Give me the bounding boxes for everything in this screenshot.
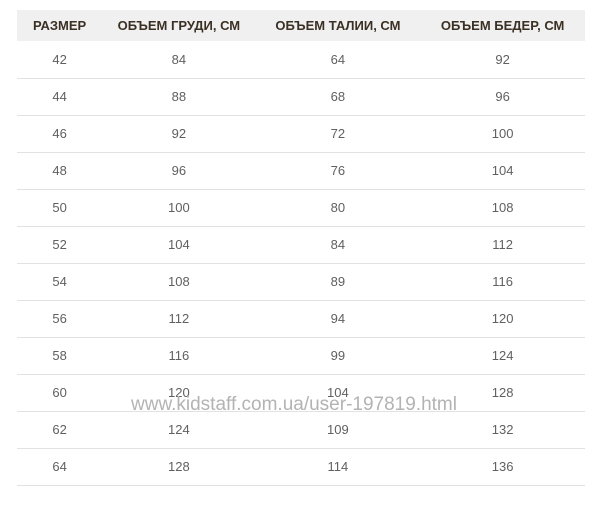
table-cell: 92 [420,41,585,79]
table-cell: 116 [420,263,585,301]
table-row: 48 96 76 104 [17,152,585,190]
table-cell: 62 [17,411,103,449]
column-header-waist: ОБЪЕМ ТАЛИИ, СМ [255,10,421,41]
table-cell: 132 [420,411,585,449]
table-cell: 68 [255,78,421,116]
table-row: 64 128 114 136 [17,448,585,486]
table-cell: 42 [17,41,103,79]
table-cell: 72 [255,115,421,153]
table-cell: 84 [102,41,256,79]
table-row: 56 112 94 120 [17,300,585,338]
table-row: 60 120 104 128 [17,374,585,412]
table-cell: 88 [102,78,256,116]
table-cell: 54 [17,263,103,301]
table-row: 42 84 64 92 [17,41,585,79]
table-row: 62 124 109 132 [17,411,585,449]
table-cell: 109 [255,411,421,449]
table-cell: 60 [17,374,103,412]
table-cell: 50 [17,189,103,227]
table-cell: 112 [102,300,256,338]
column-header-size: РАЗМЕР [17,10,103,41]
table-cell: 76 [255,152,421,190]
table-cell: 136 [420,448,585,486]
table-row: 44 88 68 96 [17,78,585,116]
table-row: 46 92 72 100 [17,115,585,153]
table-cell: 114 [255,448,421,486]
table-cell: 100 [102,189,256,227]
table-row: 54 108 89 116 [17,263,585,301]
table-cell: 124 [102,411,256,449]
table-cell: 108 [420,189,585,227]
table-cell: 116 [102,337,256,375]
table-cell: 92 [102,115,256,153]
table-cell: 80 [255,189,421,227]
table-cell: 128 [102,448,256,486]
table-cell: 96 [420,78,585,116]
table-cell: 58 [17,337,103,375]
table-row: 58 116 99 124 [17,337,585,375]
table-cell: 128 [420,374,585,412]
table-cell: 46 [17,115,103,153]
table-cell: 112 [420,226,585,264]
table-cell: 84 [255,226,421,264]
table-cell: 96 [102,152,256,190]
table-cell: 89 [255,263,421,301]
table-cell: 100 [420,115,585,153]
table-cell: 64 [17,448,103,486]
column-header-hips: ОБЪЕМ БЕДЕР, СМ [420,10,585,41]
table-cell: 48 [17,152,103,190]
table-cell: 104 [102,226,256,264]
table-cell: 104 [255,374,421,412]
table-row: 50 100 80 108 [17,189,585,227]
table-cell: 124 [420,337,585,375]
header-row: РАЗМЕР ОБЪЕМ ГРУДИ, СМ ОБЪЕМ ТАЛИИ, СМ О… [17,10,585,41]
table-cell: 99 [255,337,421,375]
table-cell: 120 [420,300,585,338]
table-row: 52 104 84 112 [17,226,585,264]
table-cell: 64 [255,41,421,79]
column-header-chest: ОБЪЕМ ГРУДИ, СМ [102,10,256,41]
table-cell: 56 [17,300,103,338]
size-chart-table: РАЗМЕР ОБЪЕМ ГРУДИ, СМ ОБЪЕМ ТАЛИИ, СМ О… [17,10,585,486]
table-cell: 94 [255,300,421,338]
table-header: РАЗМЕР ОБЪЕМ ГРУДИ, СМ ОБЪЕМ ТАЛИИ, СМ О… [17,10,585,41]
table-cell: 52 [17,226,103,264]
table-cell: 108 [102,263,256,301]
table-cell: 120 [102,374,256,412]
table-cell: 104 [420,152,585,190]
table-cell: 44 [17,78,103,116]
table-body: 42 84 64 92 44 88 68 96 46 92 72 100 48 96 76 104 50 100 8… [17,41,585,486]
